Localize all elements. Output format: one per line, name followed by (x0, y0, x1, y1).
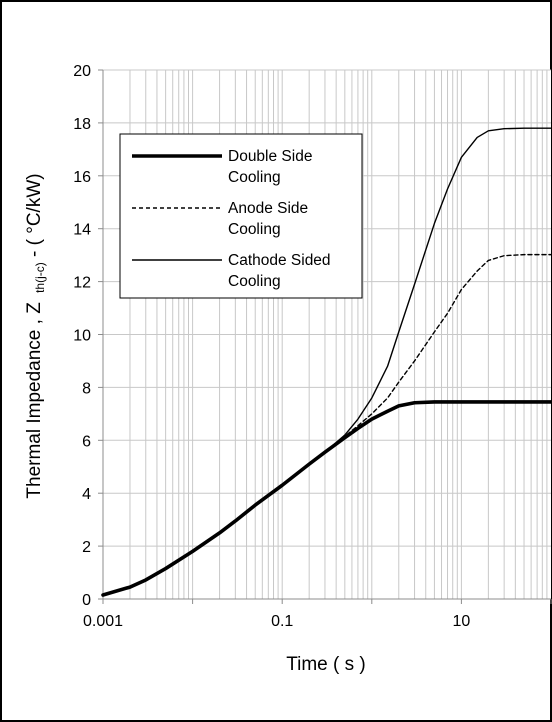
y-tick-label: 2 (82, 539, 91, 556)
y-tick-label: 14 (73, 222, 91, 239)
series-line-double-side-cooling (101, 400, 552, 597)
legend: Double Side Cooling Anode Side Cooling Catho… (119, 133, 363, 299)
legend-label: Cooling (228, 221, 281, 238)
y-tick-label: 0 (82, 592, 91, 609)
legend-label: Cooling (228, 169, 281, 186)
legend-label: Cooling (228, 273, 281, 290)
x-axis-title: Time ( s ) (286, 654, 366, 675)
y-tick-label: 18 (73, 116, 91, 133)
x-tick-label: 0.001 (83, 613, 123, 630)
y-tick-label: 6 (82, 433, 91, 450)
y-tick-label: 4 (82, 486, 91, 503)
x-tick-label: 10 (453, 613, 471, 630)
y-axis-title-prefix: Thermal Impedance , Z (24, 302, 45, 499)
tick-labels: 0 2 4 6 8 10 12 14 16 18 20 0.001 0.1 10 (73, 63, 470, 630)
series-group (101, 127, 552, 597)
axes (98, 69, 552, 604)
x-tick-label: 0.1 (271, 613, 293, 630)
y-axis-title-subscript: th(j-c) (33, 262, 47, 293)
y-tick-label: 12 (73, 275, 91, 292)
y-tick-label: 8 (82, 380, 91, 397)
legend-label: Cathode Sided (228, 252, 331, 269)
legend-label: Double Side (228, 148, 312, 165)
y-axis-title-suffix: - ( °C/kW) (24, 173, 45, 257)
y-tick-label: 16 (73, 169, 91, 186)
y-tick-label: 10 (73, 328, 91, 345)
legend-label: Anode Side (228, 200, 308, 217)
y-axis-title: Thermal Impedance , Z th(j-c) - ( °C/kW) (24, 173, 49, 498)
y-tick-label: 20 (73, 63, 91, 80)
legend-box (119, 133, 363, 299)
